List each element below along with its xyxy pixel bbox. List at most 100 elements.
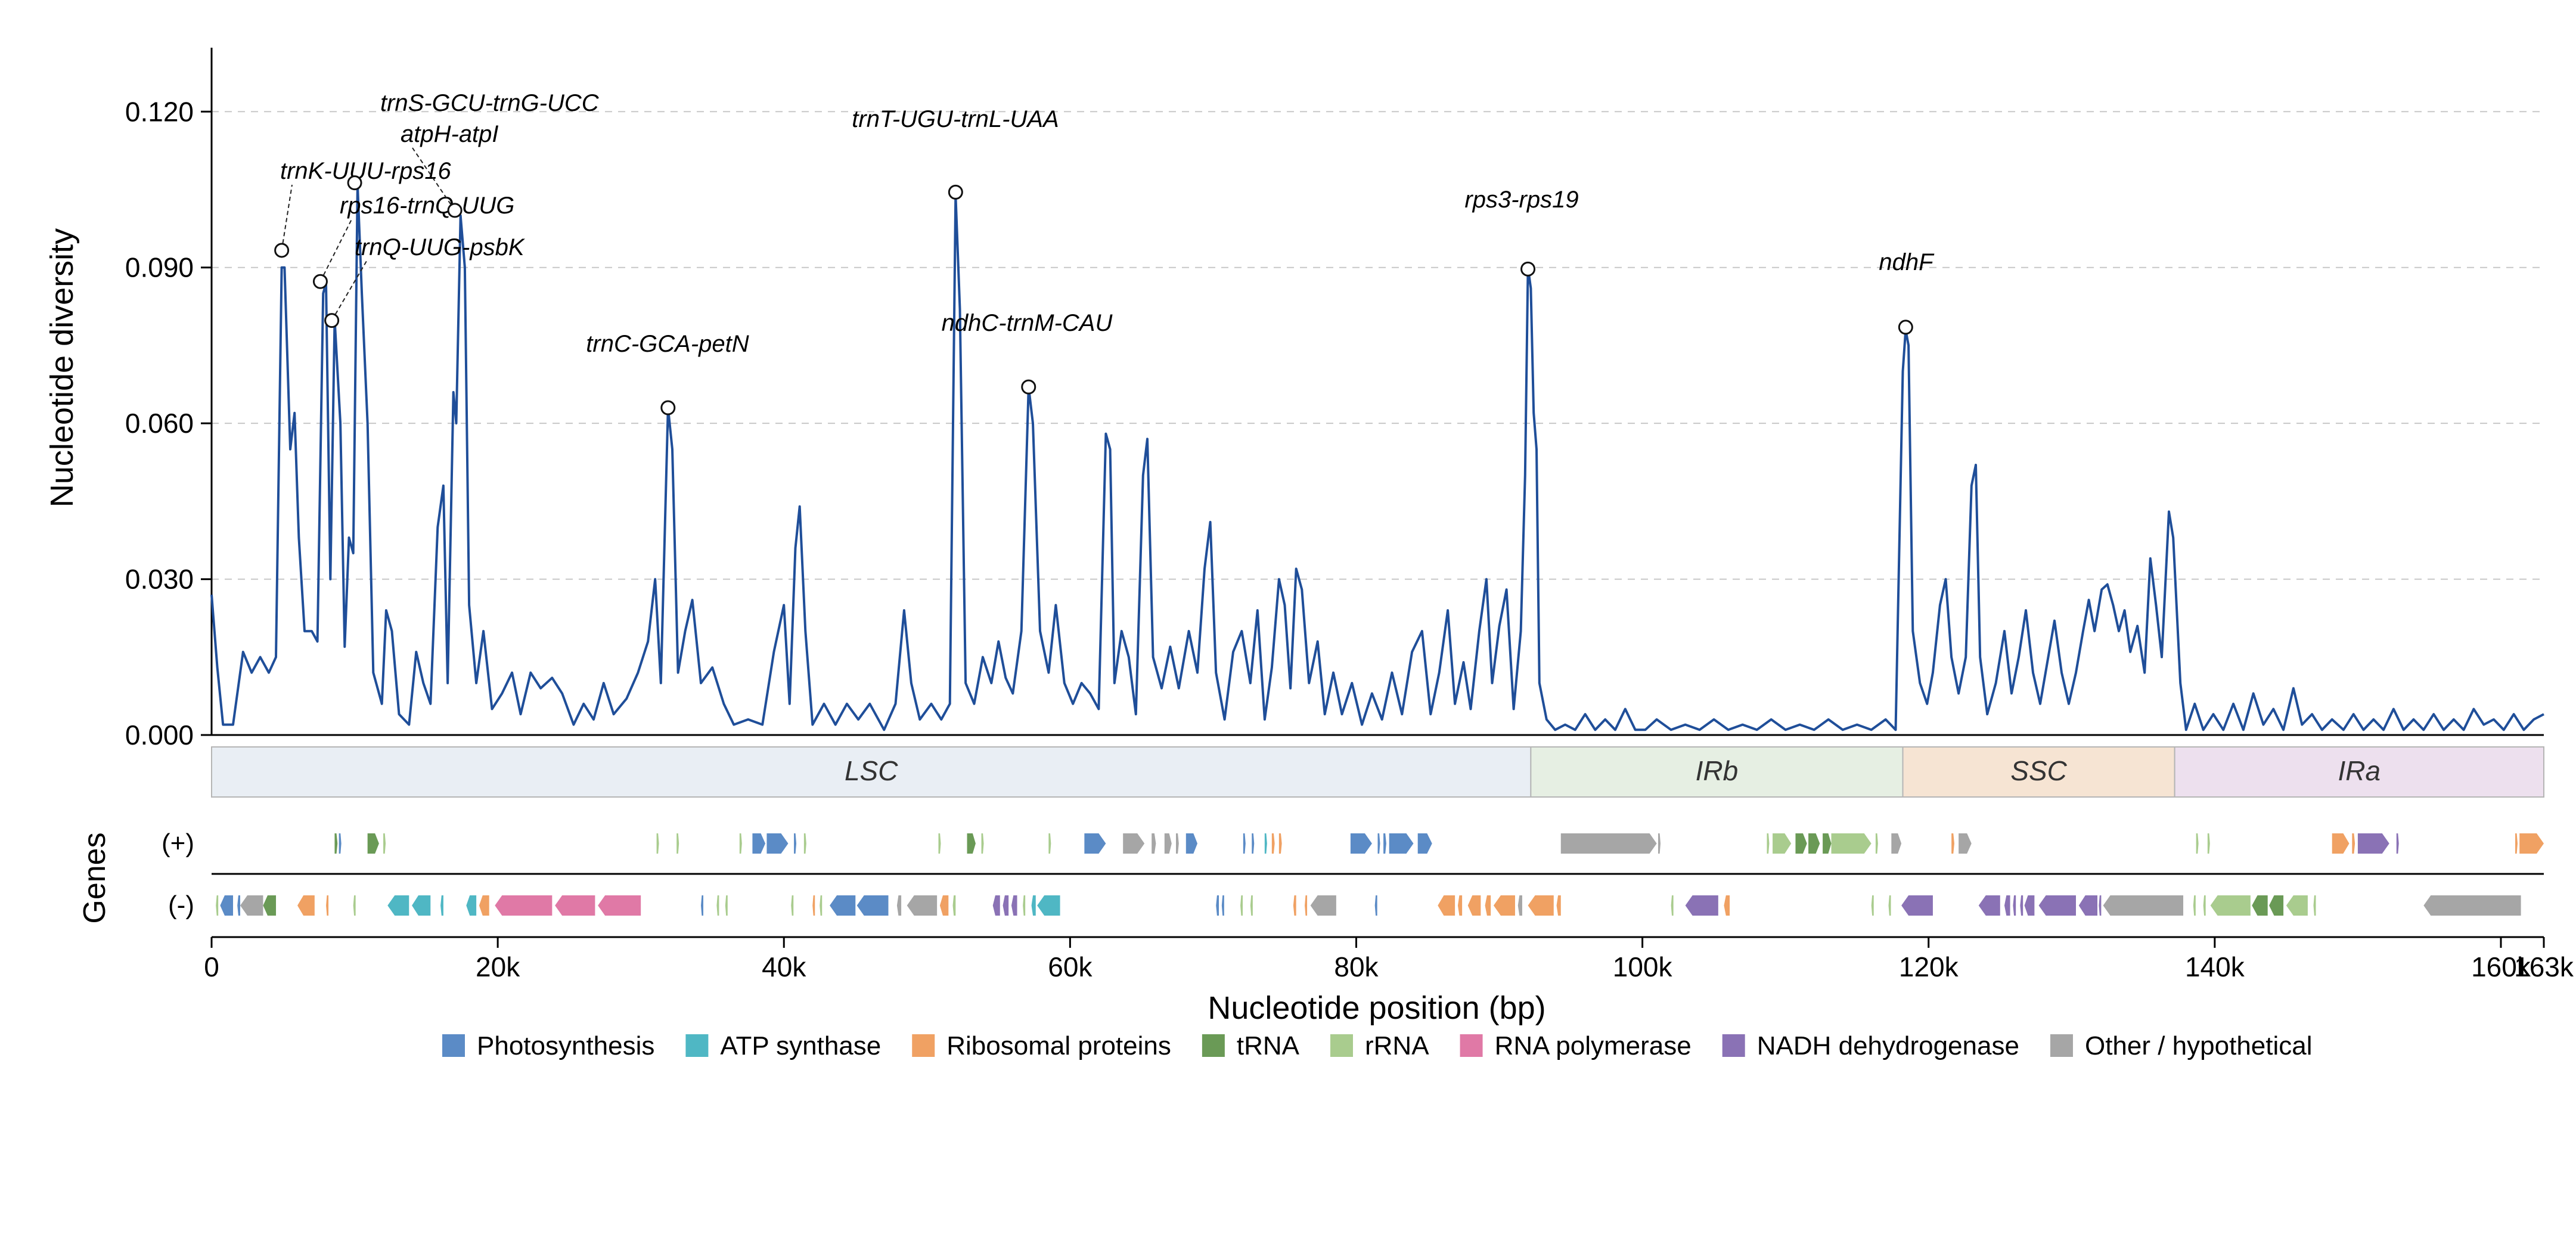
gene-plus	[1278, 833, 1282, 854]
gene-minus	[1031, 895, 1036, 916]
gene-plus	[2352, 833, 2355, 854]
peak-marker	[948, 184, 963, 200]
gene-plus	[2519, 833, 2544, 854]
y-tick-label: 0.120	[125, 96, 194, 127]
gene-minus	[2078, 895, 2098, 916]
x-tick-label: 163k	[2514, 951, 2574, 982]
region-bar: LSC IRb SSC IRa	[211, 746, 2544, 798]
gene-plus	[2515, 833, 2518, 854]
gene-minus	[812, 895, 815, 916]
gene-minus	[1685, 895, 1718, 916]
gene-plus	[938, 833, 941, 854]
gene-minus	[1517, 895, 1522, 916]
gene-plus	[1417, 833, 1432, 854]
region-label: IRa	[2338, 755, 2381, 786]
gene-minus	[1374, 895, 1377, 916]
peak-label: ndhC-trnM-CAU	[942, 310, 1113, 336]
gene-track	[212, 833, 2544, 916]
x-tick-label: 100k	[1613, 951, 1673, 982]
gene-minus	[387, 895, 409, 916]
gene-plus	[1084, 833, 1106, 854]
gene-minus	[1011, 895, 1017, 916]
legend-swatch	[2050, 1034, 2073, 1057]
gene-minus	[2203, 895, 2206, 916]
gene-minus	[2099, 895, 2102, 916]
gene-plus	[1389, 833, 1414, 854]
gene-minus	[1216, 895, 1219, 916]
gene-minus	[1901, 895, 1933, 916]
gene-minus	[856, 895, 889, 916]
gene-minus	[1467, 895, 1481, 916]
peak-label: ndhF	[1879, 249, 1935, 275]
region-label: SSC	[2010, 755, 2067, 786]
gene-minus	[479, 895, 489, 916]
legend-swatch	[1202, 1034, 1225, 1057]
gene-minus	[830, 895, 856, 916]
gene-plus	[1377, 833, 1380, 854]
gene-minus	[240, 895, 263, 916]
gene-plus	[1959, 833, 1972, 854]
gene-plus	[1773, 833, 1792, 854]
region-label: LSC	[845, 755, 898, 786]
gene-plus	[739, 833, 742, 854]
legend-label: RNA polymerase	[1495, 1031, 1692, 1060]
region-label: IRb	[1696, 755, 1739, 786]
gene-minus	[1438, 895, 1455, 916]
gene-minus	[716, 895, 719, 916]
region-segment	[1530, 746, 1904, 798]
gene-minus	[1528, 895, 1554, 916]
x-tick-label: 0	[204, 951, 219, 982]
gene-minus	[1037, 895, 1060, 916]
peak-label: trnK-UUU-rps16	[280, 158, 451, 184]
x-tick-label: 60k	[1048, 951, 1093, 982]
gene-minus	[216, 895, 219, 916]
gene-minus	[495, 895, 553, 916]
peak-marker	[1021, 379, 1036, 395]
peak-marker	[447, 203, 463, 218]
gene-minus	[297, 895, 315, 916]
gene-plus	[1658, 833, 1661, 854]
gene-minus	[1221, 895, 1224, 916]
y-tick-label: 0.090	[125, 252, 194, 283]
gene-plus	[339, 833, 342, 854]
gene-minus	[1871, 895, 1874, 916]
peak-marker	[660, 400, 676, 415]
gene-minus	[237, 895, 241, 916]
gene-minus	[263, 895, 277, 916]
gene-plus	[2396, 833, 2399, 854]
gene-plus	[1795, 833, 1807, 854]
peak-label: trnT-UGU-trnL-UAA	[852, 106, 1059, 132]
gene-minus	[2313, 895, 2316, 916]
gene-plus	[1252, 833, 1255, 854]
gene-minus	[1485, 895, 1491, 916]
gene-plus	[1164, 833, 1172, 854]
gene-minus	[896, 895, 902, 916]
strand-minus-label: (-)	[168, 891, 194, 920]
gene-plus	[766, 833, 789, 854]
peak-label: trnS-GCU-trnG-UCC	[380, 90, 600, 116]
y-axis-label: Nucleotide diversity	[44, 228, 80, 507]
annotation-layer: trnK-UUU-rps16 rps16-trnQ-UUG trnQ-UUG-psb…	[274, 90, 1935, 415]
legend-swatch	[1330, 1034, 1353, 1057]
gene-plus	[1875, 833, 1878, 854]
legend-swatch	[685, 1034, 709, 1057]
gene-minus	[1493, 895, 1515, 916]
gene-minus	[440, 895, 443, 916]
gene-minus	[1250, 895, 1253, 916]
gene-minus	[939, 895, 949, 916]
legend-swatch	[1722, 1034, 1745, 1057]
gene-plus	[1152, 833, 1156, 854]
legend-label: Ribosomal proteins	[946, 1031, 1171, 1060]
line-layer	[210, 183, 2544, 731]
gene-minus	[1023, 895, 1026, 916]
gene-minus	[598, 895, 641, 916]
y-tick-label: 0.000	[125, 720, 194, 751]
gene-plus	[1891, 833, 1902, 854]
gene-minus	[220, 895, 234, 916]
peak-label: rps3-rps19	[1464, 187, 1578, 213]
gene-plus	[2196, 833, 2199, 854]
grid-layer	[212, 111, 2544, 580]
gene-plus	[2357, 833, 2389, 854]
x-tick-label: 20k	[476, 951, 520, 982]
